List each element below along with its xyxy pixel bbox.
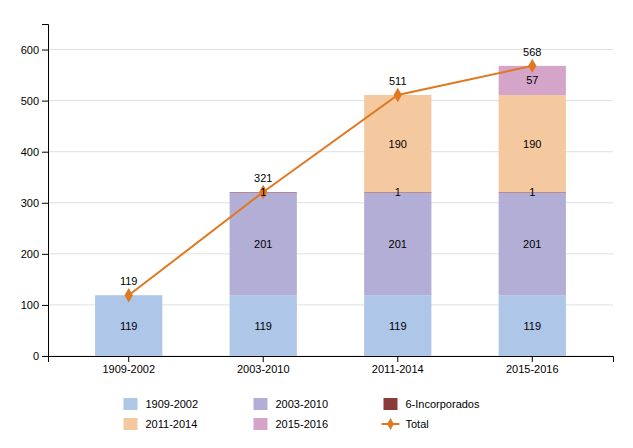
y-tick: 100: [21, 299, 48, 311]
legend-swatch: [254, 398, 268, 410]
y-tick-mark: [42, 203, 48, 204]
y-tick-label: 400: [21, 146, 39, 158]
y-tick-label: 0: [33, 350, 39, 362]
x-tick-label: 2015-2016: [506, 363, 559, 375]
y-tick-label: 300: [21, 197, 39, 209]
chart: 0 100 200 300 400 500 600 1909-2002 2003-2010 201…: [0, 0, 633, 448]
grid: [48, 50, 613, 356]
x-tick-label: 2011-2014: [372, 363, 424, 375]
legend-label: 1909-2002: [146, 398, 199, 410]
legend-swatch: [384, 398, 398, 410]
x-tick: 2015-2016: [506, 356, 559, 375]
data-label: 119: [389, 320, 407, 332]
data-label: 1: [260, 186, 266, 198]
legend-label: 6-Incorporados: [406, 398, 480, 410]
data-label: 201: [389, 238, 407, 250]
x-tick: 2011-2014: [372, 356, 424, 375]
y-tick-label: 100: [21, 299, 39, 311]
total-marker: [259, 185, 267, 199]
legend-label: 2003-2010: [276, 398, 329, 410]
total-line: [129, 66, 533, 295]
total-label: 119: [120, 275, 138, 287]
x-tick-mark: [532, 356, 533, 362]
legend-item: 2015-2016: [254, 418, 329, 430]
y-tick: 0: [33, 350, 48, 362]
x-tick-mark: [263, 356, 264, 362]
y-axis: 0 100 200 300 400 500 600: [21, 25, 49, 363]
y-tick-label: 500: [21, 95, 39, 107]
legend-item: 2003-2010: [254, 398, 329, 410]
marks: [95, 59, 566, 356]
x-tick-label: 1909-2002: [102, 363, 155, 375]
total-label: 568: [523, 46, 541, 58]
y-tick: 400: [21, 146, 48, 158]
legend-label: 2011-2014: [146, 418, 198, 430]
plot: 0 100 200 300 400 500 600 1909-2002 2003-2010 201…: [21, 25, 614, 375]
x-tick: 1909-2002: [102, 356, 155, 375]
y-tick-mark: [42, 50, 48, 51]
legend-item: 6-Incorporados: [384, 398, 480, 410]
y-tick-mark: [42, 101, 48, 102]
data-label: 190: [389, 138, 407, 150]
legend-marker: [387, 418, 394, 430]
y-tick-mark: [42, 356, 48, 357]
total-label: 321: [254, 172, 272, 184]
data-label: 1: [395, 186, 401, 198]
data-label: 119: [120, 320, 138, 332]
bar: [95, 295, 162, 356]
y-tick: 600: [21, 44, 48, 56]
y-tick-label: 200: [21, 248, 39, 260]
total-label: 511: [389, 75, 407, 87]
y-tick-mark: [42, 305, 48, 306]
legend-swatch: [254, 418, 268, 430]
bar-series: [95, 295, 566, 356]
legend-item: Total: [382, 418, 429, 430]
x-axis-line: [49, 357, 614, 363]
y-tick-label: 600: [21, 44, 39, 56]
legend-swatch: [124, 418, 138, 430]
y-tick: 300: [21, 197, 48, 209]
x-axis: 1909-2002 2003-2010 2011-2014 2015-2016: [49, 356, 614, 375]
bar: [230, 193, 297, 296]
bar: [499, 95, 566, 192]
legend-label: Total: [406, 418, 429, 430]
y-tick: 200: [21, 248, 48, 260]
total-marker: [528, 59, 536, 73]
legend: 1909-2002 2003-2010 6-Incorporados 2011-201…: [124, 398, 480, 430]
x-tick-mark: [397, 356, 398, 362]
data-labels: 119 119 119 119 201 201 201 1 1 1 190 190 57 119 321 51…: [120, 46, 542, 332]
data-label: 119: [524, 320, 542, 332]
data-label: 190: [523, 138, 541, 150]
data-label: 57: [526, 74, 538, 86]
data-label: 1: [529, 186, 535, 198]
x-tick: 2003-2010: [237, 356, 290, 375]
y-tick-mark: [42, 254, 48, 255]
bar: [364, 95, 431, 192]
legend-label: 2015-2016: [276, 418, 329, 430]
legend-item: 1909-2002: [124, 398, 199, 410]
bar: [230, 295, 297, 356]
data-label: 201: [254, 238, 272, 250]
total-marker: [394, 88, 402, 102]
bar: [364, 193, 431, 296]
data-label: 119: [254, 320, 272, 332]
data-label: 201: [523, 238, 541, 250]
bar: [364, 295, 431, 356]
bar-series: [230, 193, 566, 296]
bar: [499, 295, 566, 356]
total-marker: [125, 288, 133, 302]
x-tick-label: 2003-2010: [237, 363, 290, 375]
legend-item: 2011-2014: [124, 418, 198, 430]
bar: [499, 193, 566, 296]
bar-series: [364, 95, 566, 192]
y-axis-line: [42, 25, 49, 357]
y-tick-mark: [42, 152, 48, 153]
x-tick-mark: [128, 356, 129, 362]
legend-swatch: [124, 398, 138, 410]
y-tick: 500: [21, 95, 48, 107]
